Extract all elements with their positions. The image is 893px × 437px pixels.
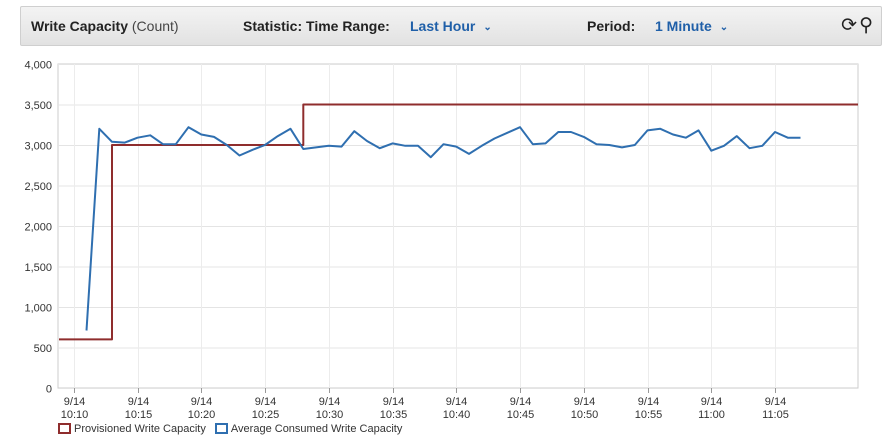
x-tick-time: 10:55	[635, 409, 663, 420]
y-tick-label: 500	[34, 343, 52, 355]
x-tick-time: 10:50	[571, 409, 599, 420]
x-tick-date: 9/14	[765, 396, 786, 408]
period-label: Period:	[587, 7, 635, 45]
x-tick-date: 9/14	[255, 396, 276, 408]
x-tick-date: 9/14	[574, 396, 595, 408]
metric-name: Write Capacity	[31, 18, 128, 34]
x-tick-date: 9/14	[446, 396, 467, 408]
x-tick-time: 10:35	[380, 409, 408, 420]
chart-actions: ⟳ ⚲	[839, 7, 873, 45]
x-tick-date: 9/14	[638, 396, 659, 408]
x-tick-time: 10:30	[316, 409, 344, 420]
x-tick-time: 11:00	[698, 409, 725, 420]
x-tick-time: 10:45	[507, 409, 535, 420]
line-chart: 0 500 1,000 1,500 2,000 2,500 3,000 3,500 4,000 9…	[0, 48, 893, 420]
legend-item-consumed[interactable]: Average Consumed Write Capacity	[215, 423, 402, 435]
period-value: 1 Minute	[655, 18, 712, 34]
period-dropdown[interactable]: 1 Minute ⌄	[655, 7, 728, 45]
chart-legend: Provisioned Write Capacity Average Consu…	[58, 423, 408, 435]
x-tick-time: 10:40	[443, 409, 471, 420]
zoom-out-icon[interactable]: ⚲	[859, 15, 873, 36]
x-tick-time: 11:05	[762, 409, 789, 420]
x-tick-date: 9/14	[383, 396, 404, 408]
x-tick-time: 10:25	[252, 409, 280, 420]
y-tick-label: 3,000	[24, 141, 52, 153]
x-tick-time: 10:10	[61, 409, 89, 420]
y-tick-label: 2,500	[24, 181, 52, 193]
x-tick-date: 9/14	[510, 396, 531, 408]
x-tick-date: 9/14	[191, 396, 212, 408]
chevron-down-icon: ⌄	[483, 9, 491, 47]
x-tick-date: 9/14	[128, 396, 149, 408]
x-tick-time: 10:15	[125, 409, 153, 420]
x-tick-time: 10:20	[188, 409, 216, 420]
legend-label: Average Consumed Write Capacity	[231, 423, 402, 435]
metric-unit: (Count)	[132, 18, 179, 34]
y-tick-label: 1,500	[24, 262, 52, 274]
chart-title: Write Capacity (Count)	[31, 7, 179, 45]
y-tick-label: 0	[46, 384, 52, 396]
refresh-icon[interactable]: ⟳	[841, 15, 857, 36]
chart-toolbar: Write Capacity (Count) Statistic: Time R…	[20, 6, 882, 46]
y-tick-label: 4,000	[24, 60, 52, 72]
statistic-label: Statistic: Time Range:	[243, 7, 390, 45]
legend-swatch	[58, 423, 71, 434]
legend-label: Provisioned Write Capacity	[74, 423, 206, 435]
chevron-down-icon: ⌄	[720, 9, 728, 47]
y-tick-label: 3,500	[24, 100, 52, 112]
time-range-value: Last Hour	[410, 18, 475, 34]
legend-swatch	[215, 423, 228, 434]
legend-item-provisioned[interactable]: Provisioned Write Capacity	[58, 423, 206, 435]
x-tick-date: 9/14	[64, 396, 85, 408]
x-tick-date: 9/14	[701, 396, 722, 408]
y-tick-label: 1,000	[24, 303, 52, 315]
time-range-dropdown[interactable]: Last Hour ⌄	[410, 7, 492, 45]
x-tick-date: 9/14	[319, 396, 340, 408]
y-tick-label: 2,000	[24, 222, 52, 234]
